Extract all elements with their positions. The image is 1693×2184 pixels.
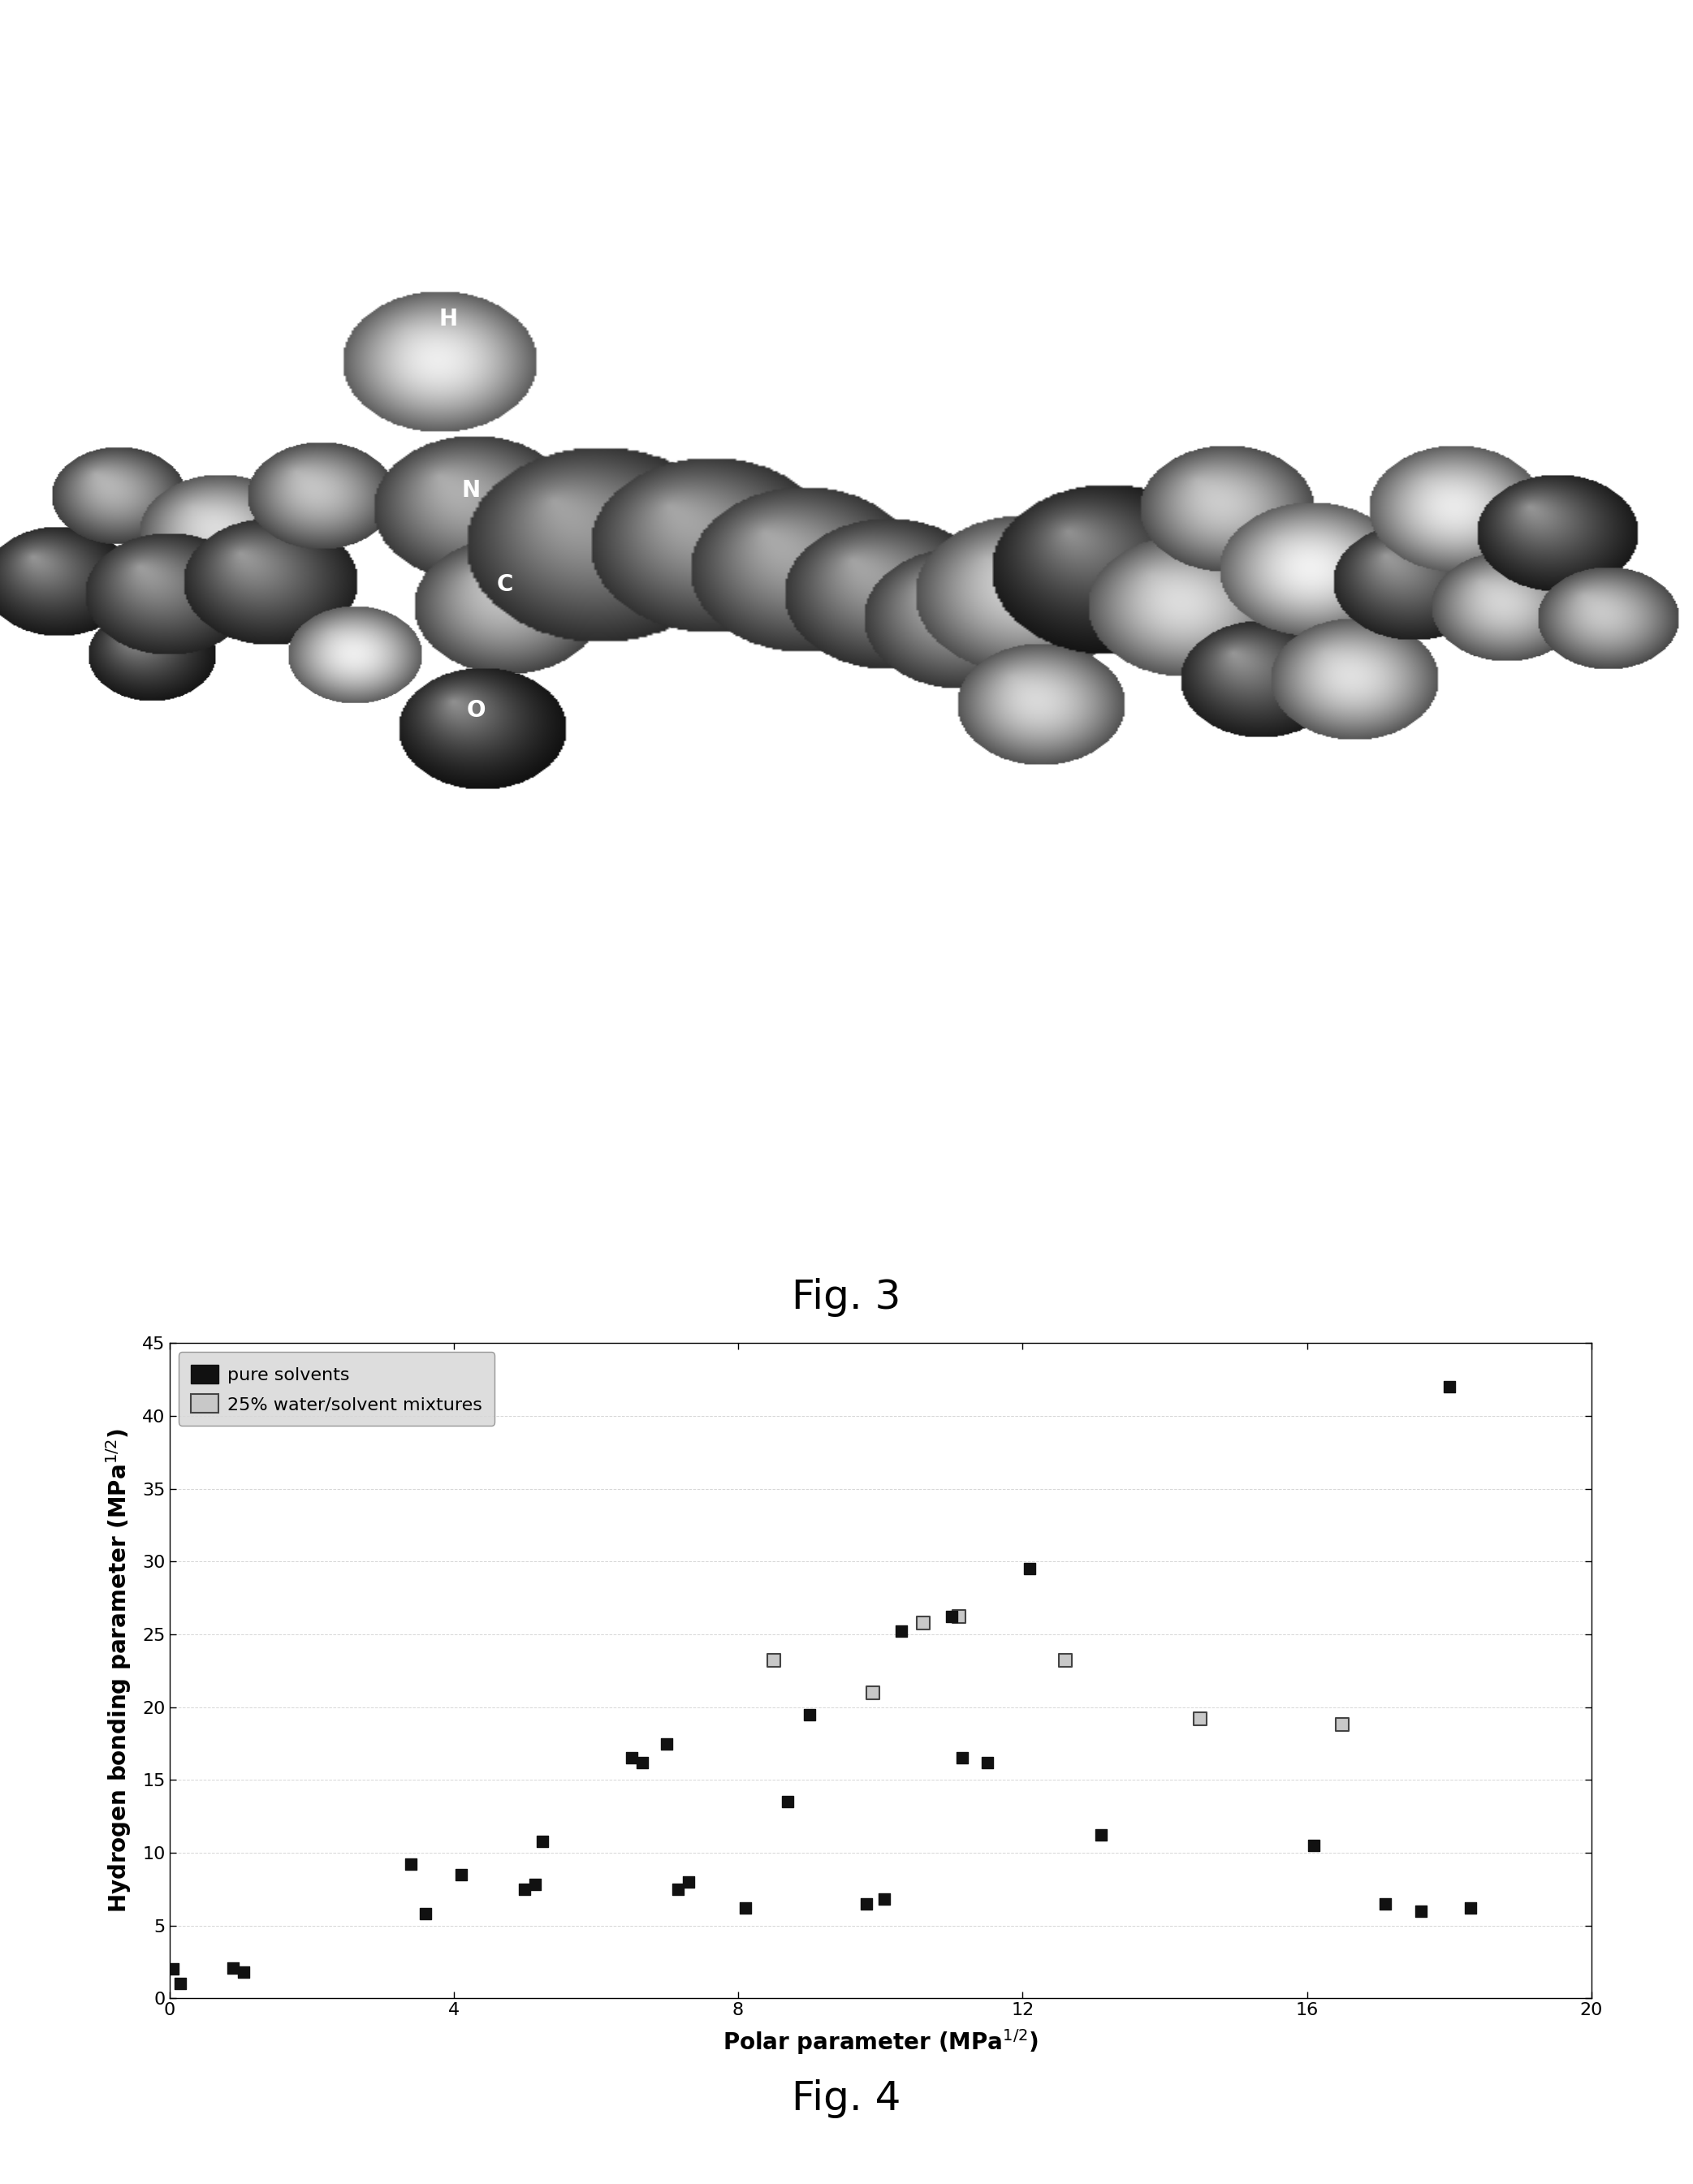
pure solvents [521,1867,549,1902]
Y-axis label: Hydrogen bonding parameter (MPa$^{1/2}$): Hydrogen bonding parameter (MPa$^{1/2}$) [105,1428,134,1913]
pure solvents [230,1955,257,1990]
pure solvents [1371,1887,1398,1922]
pure solvents [1016,1551,1043,1586]
Text: H: H [438,308,459,330]
pure solvents [853,1887,880,1922]
Text: Fig. 3: Fig. 3 [792,1278,901,1317]
pure solvents [796,1697,823,1732]
25% water/solvent mixtures [909,1605,936,1640]
pure solvents [1458,1891,1485,1926]
Legend: pure solvents, 25% water/solvent mixtures: pure solvents, 25% water/solvent mixture… [178,1352,494,1426]
pure solvents [973,1745,1001,1780]
X-axis label: Polar parameter (MPa$^{1/2}$): Polar parameter (MPa$^{1/2}$) [723,2027,1038,2057]
pure solvents [447,1856,474,1891]
pure solvents [1087,1817,1114,1852]
pure solvents [1407,1894,1434,1928]
pure solvents [628,1745,655,1780]
25% water/solvent mixtures [760,1642,787,1677]
Text: Fig. 4: Fig. 4 [792,2079,901,2118]
25% water/solvent mixtures [945,1599,972,1634]
25% water/solvent mixtures [860,1675,887,1710]
pure solvents [870,1883,897,1918]
pure solvents [653,1725,681,1760]
pure solvents [511,1872,538,1907]
pure solvents [938,1599,965,1634]
pure solvents [528,1824,555,1859]
pure solvents [1436,1369,1463,1404]
25% water/solvent mixtures [1051,1642,1078,1677]
pure solvents [220,1950,247,1985]
pure solvents [411,1896,438,1931]
pure solvents [664,1872,691,1907]
Text: C: C [496,572,513,596]
pure solvents [166,1966,193,2001]
pure solvents [1300,1828,1327,1863]
pure solvents [948,1741,975,1776]
25% water/solvent mixtures [1329,1708,1356,1743]
pure solvents [676,1865,703,1900]
25% water/solvent mixtures [1187,1701,1214,1736]
Text: O: O [466,699,486,721]
pure solvents [889,1614,916,1649]
pure solvents [731,1891,758,1926]
Text: N: N [460,478,481,502]
pure solvents [398,1848,425,1883]
pure solvents [774,1784,801,1819]
pure solvents [159,1952,186,1987]
pure solvents [618,1741,645,1776]
